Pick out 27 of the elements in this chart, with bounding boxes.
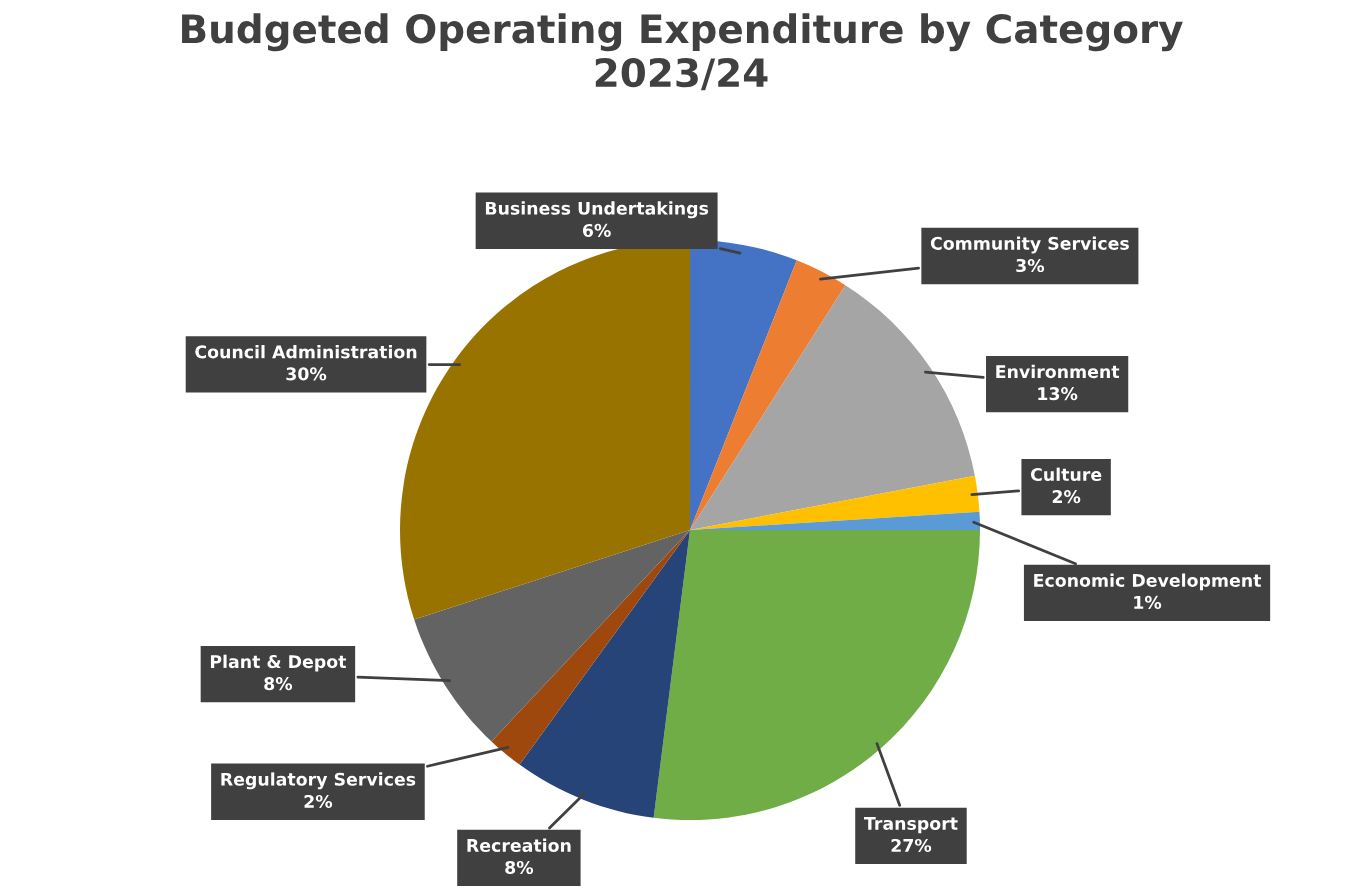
slice-label: Regulatory Services xyxy=(221,772,416,790)
pie-slice xyxy=(690,475,980,530)
data-label: 2% xyxy=(1052,490,1081,504)
data-label: 1% xyxy=(1134,595,1162,610)
pie-slice xyxy=(414,530,690,742)
data-label: 2% xyxy=(304,794,333,809)
pie-slice xyxy=(690,260,846,530)
slice-label: Community Services xyxy=(930,236,1129,254)
data-label: 3% xyxy=(1016,258,1045,273)
slice-label: Transport xyxy=(864,817,958,834)
data-label: 30% xyxy=(286,367,327,381)
slice-label: Environment xyxy=(996,364,1120,379)
slice-label: Plant & Depot xyxy=(210,654,347,672)
slice-label: Council Administration xyxy=(195,344,417,359)
chart-title: Budgeted Operating Expenditure by Category 2023/24 xyxy=(182,13,1183,91)
data-label: 6% xyxy=(582,223,611,237)
data-label: 8% xyxy=(264,677,293,691)
data-label: 27% xyxy=(891,838,932,853)
slice-label: Culture xyxy=(1030,467,1102,482)
slice-label: Recreation xyxy=(467,838,571,852)
data-label: 8% xyxy=(505,860,534,875)
pie-slice xyxy=(690,240,797,530)
pie-slice xyxy=(690,285,975,530)
slice-label: Business Undertakings xyxy=(485,201,709,219)
data-label: 13% xyxy=(1038,387,1078,401)
slice-label: Economic Development xyxy=(1034,573,1262,591)
pie-slice xyxy=(519,530,690,818)
